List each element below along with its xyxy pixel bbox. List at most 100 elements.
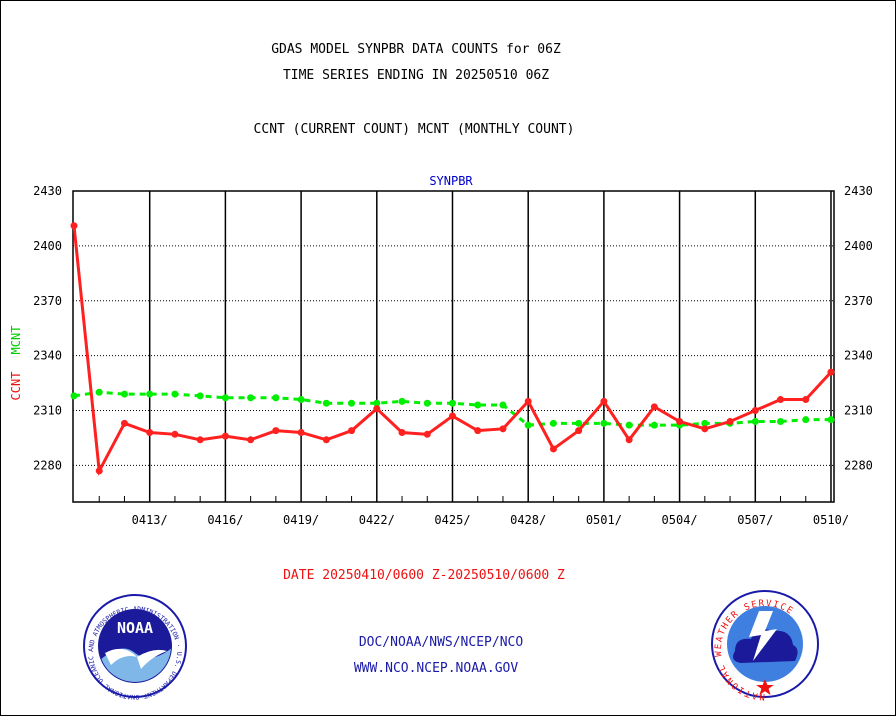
mcnt-point <box>146 390 154 398</box>
y-tick-label-left: 2340 <box>33 349 62 363</box>
ccnt-point <box>827 368 835 376</box>
ccnt-point <box>423 430 431 438</box>
mcnt-point <box>549 419 557 427</box>
x-tick-label: 0510/ <box>813 513 849 527</box>
y-tick-label-left: 2430 <box>33 184 62 198</box>
plot-border <box>72 190 835 503</box>
y-tick-label-left: 2310 <box>33 404 62 418</box>
ccnt-point <box>322 436 330 444</box>
series-ccnt <box>70 222 835 476</box>
x-tick-label: 0419/ <box>283 513 319 527</box>
mcnt-point <box>499 401 507 409</box>
ccnt-point <box>777 396 785 404</box>
mcnt-point <box>171 390 179 398</box>
ccnt-point <box>448 412 456 420</box>
ccnt-point <box>373 405 381 413</box>
mcnt-point <box>575 419 583 427</box>
ccnt-point <box>196 436 204 444</box>
ccnt-point <box>701 425 709 433</box>
ccnt-point <box>70 222 78 230</box>
x-tick-label: 0425/ <box>434 513 470 527</box>
mcnt-point <box>701 419 709 427</box>
svg-text:NATIONAL OCEANIC AND ATMOSPHER: NATIONAL OCEANIC AND ATMOSPHERIC ADMINIS… <box>1 1 183 701</box>
panel-label: SYNPBR <box>429 174 473 188</box>
y-tick-label-left: 2370 <box>33 294 62 308</box>
mcnt-point <box>600 419 608 427</box>
x-tick-label: 0507/ <box>737 513 773 527</box>
ccnt-point <box>146 428 154 436</box>
mcnt-point <box>802 416 810 424</box>
ccnt-point <box>625 436 633 444</box>
mcnt-point <box>196 392 204 400</box>
mcnt-point <box>751 418 759 426</box>
mcnt-point <box>448 399 456 407</box>
y-tick-label-right: 2430 <box>844 184 873 198</box>
x-tick-label: 0416/ <box>207 513 243 527</box>
ccnt-point <box>524 397 532 405</box>
noaa-ring-text: NATIONAL OCEANIC AND ATMOSPHERIC ADMINIS… <box>0 0 183 701</box>
x-tick-label: 0501/ <box>586 513 622 527</box>
chart-title-line2: TIME SERIES ENDING IN 20250510 06Z <box>283 68 549 83</box>
mcnt-point <box>650 421 658 429</box>
mcnt-point <box>398 397 406 405</box>
ccnt-point <box>726 418 734 426</box>
ccnt-point <box>272 427 280 435</box>
y-tick-label-right: 2340 <box>844 349 873 363</box>
mcnt-point <box>777 418 785 426</box>
org-line: DOC/NOAA/NWS/NCEP/NCO <box>359 635 524 650</box>
series-mcnt <box>70 388 835 429</box>
ccnt-point <box>575 427 583 435</box>
axis-ticks: 2280 2280 2310 2310 2340 2340 2370 2370 2400 2400… <box>33 184 873 527</box>
y-tick-label-left: 2400 <box>33 239 62 253</box>
noaa-logo-text: NOAA <box>117 619 153 637</box>
y-tick-label-right: 2310 <box>844 404 873 418</box>
chart-title-line1: GDAS MODEL SYNPBR DATA COUNTS for 06Z <box>271 42 561 57</box>
mcnt-point <box>524 421 532 429</box>
y-tick-label-right: 2280 <box>844 458 873 472</box>
ccnt-point <box>549 445 557 453</box>
mcnt-point <box>247 394 255 402</box>
mcnt-point <box>474 401 482 409</box>
mcnt-point <box>322 399 330 407</box>
y-tick-label-right: 2400 <box>844 239 873 253</box>
mcnt-point <box>373 399 381 407</box>
mcnt-point <box>625 421 633 429</box>
chart-subtitle: CCNT (CURRENT COUNT) MCNT (MONTHLY COUNT… <box>254 122 575 137</box>
noaa-logo: NATIONAL OCEANIC AND ATMOSPHERIC ADMINIS… <box>0 0 187 701</box>
ccnt-point <box>398 428 406 436</box>
grid-lines <box>73 191 834 502</box>
mcnt-point <box>348 399 356 407</box>
mcnt-point <box>221 394 229 402</box>
mcnt-point <box>827 416 835 424</box>
url-line: WWW.NCO.NCEP.NOAA.GOV <box>354 661 519 676</box>
ccnt-point <box>650 403 658 411</box>
x-tick-label: 0413/ <box>132 513 168 527</box>
mcnt-point <box>423 399 431 407</box>
ccnt-point <box>297 428 305 436</box>
x-tick-label: 0428/ <box>510 513 546 527</box>
x-tick-label: 0504/ <box>662 513 698 527</box>
mcnt-point <box>297 396 305 404</box>
mcnt-point <box>120 390 128 398</box>
ccnt-point <box>751 407 759 415</box>
y-tick-label-right: 2370 <box>844 294 873 308</box>
ccnt-point <box>600 397 608 405</box>
ccnt-point <box>348 427 356 435</box>
ccnt-point <box>499 425 507 433</box>
ccnt-point <box>95 467 103 475</box>
ccnt-point <box>120 419 128 427</box>
y-axis-label-mcnt: MCNT <box>9 326 23 355</box>
nws-logo: NATIONAL WEATHER SERVICE <box>711 590 819 701</box>
ccnt-point <box>802 396 810 404</box>
ccnt-point <box>171 430 179 438</box>
mcnt-point <box>95 388 103 396</box>
x-tick-label: 0422/ <box>359 513 395 527</box>
ccnt-point <box>474 427 482 435</box>
mcnt-point <box>272 394 280 402</box>
ccnt-point <box>676 418 684 426</box>
ccnt-point <box>247 436 255 444</box>
y-axis-label-ccnt: CCNT <box>9 372 23 401</box>
mcnt-point <box>70 392 78 400</box>
